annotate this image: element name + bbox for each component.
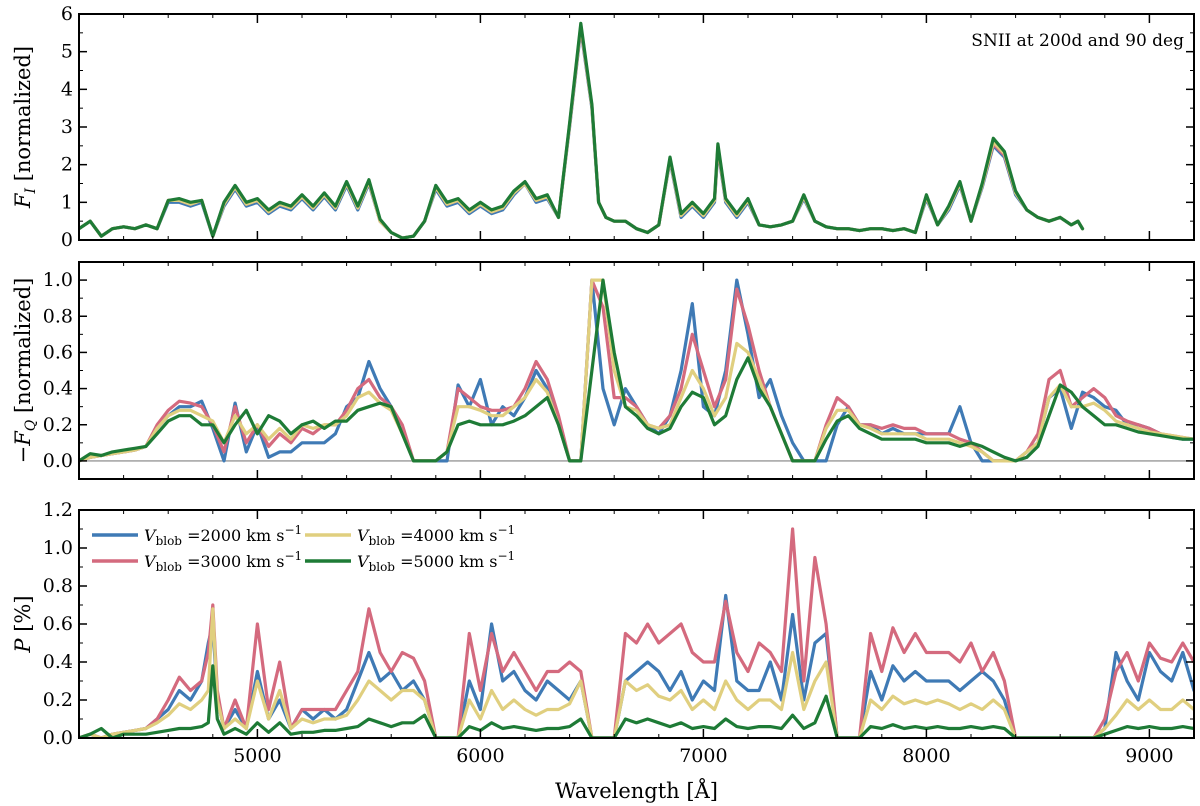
series-line-middle-3 xyxy=(79,278,1194,463)
legend-label: Vblob =5000 km s−1 xyxy=(357,549,515,574)
ylabel-main: P xyxy=(11,638,35,654)
series-line-bottom-4 xyxy=(79,664,1194,738)
ytick-label: 0.2 xyxy=(43,414,73,436)
series-line-bottom-3 xyxy=(79,607,1194,738)
ytick-label: 3 xyxy=(61,116,73,138)
ylabel: FI [normalized] xyxy=(11,46,39,209)
ytick-label: 1 xyxy=(61,191,73,213)
xtick-label: 6000 xyxy=(456,745,504,767)
series-group xyxy=(79,527,1194,738)
ytick-label: 0.8 xyxy=(43,575,73,597)
series-group xyxy=(79,21,1085,240)
ylabel-rest: [normalized] xyxy=(11,46,35,188)
ytick-label: 0 xyxy=(61,229,73,251)
legend-label: Vblob =3000 km s−1 xyxy=(144,549,302,574)
series-line-middle-4 xyxy=(79,278,1194,463)
legend-label: Vblob =2000 km s−1 xyxy=(144,523,302,548)
series-group xyxy=(79,278,1194,463)
xlabel: Wavelength [Å] xyxy=(555,778,718,803)
ytick-label: 0.4 xyxy=(43,651,73,673)
ytick-label: 4 xyxy=(61,78,73,100)
xtick-label: 9000 xyxy=(1125,745,1173,767)
ylabel-rest: [%] xyxy=(11,595,35,638)
ylabel: −FQ [normalized] xyxy=(11,278,39,464)
ytick-label: 6 xyxy=(61,3,73,25)
ylabel-sub: Q xyxy=(23,419,39,431)
panel-bottom: 0.0 0.2 0.4 0.6 0.8 1.0 1.2 5000 6000 7000 8000 900… xyxy=(11,499,1195,803)
panel-middle: 0.00.20.40.60.81.0−FQ [normalized] xyxy=(11,261,1195,480)
legend-label: Vblob =4000 km s−1 xyxy=(357,523,515,548)
annotation: SNII at 200d and 90 deg xyxy=(971,31,1184,51)
ylabel: P [%] xyxy=(11,595,35,653)
ytick-label: 0.6 xyxy=(43,613,73,635)
ytick-label: 0.2 xyxy=(43,689,73,711)
ytick-label: 1.2 xyxy=(43,499,73,521)
ytick-label: 1.0 xyxy=(43,269,73,291)
ytick-label: 0.4 xyxy=(43,378,73,400)
ytick-label: 5 xyxy=(61,41,73,63)
xtick-label: 8000 xyxy=(902,745,950,767)
ylabel-main: F xyxy=(11,192,35,209)
xtick-label: 7000 xyxy=(679,745,727,767)
ytick-label: 2 xyxy=(61,154,73,176)
panel-top: 0 1 2 3 4 5 6 FI [normalized] SNII at 200d and 9… xyxy=(11,3,1195,251)
ylabel-rest: [normalized] xyxy=(11,278,35,420)
xtick-label: 5000 xyxy=(233,745,281,767)
ytick-label: 0.8 xyxy=(43,305,73,327)
ytick-label: 0.0 xyxy=(43,450,73,472)
series-line-top-4 xyxy=(79,21,1085,240)
ytick-label: 1.0 xyxy=(43,537,73,559)
ytick-label: 0.6 xyxy=(43,341,73,363)
ylabel-main: −F xyxy=(11,430,35,464)
ytick-label: 0.0 xyxy=(43,727,73,749)
ylabel-sub: I xyxy=(23,188,39,195)
